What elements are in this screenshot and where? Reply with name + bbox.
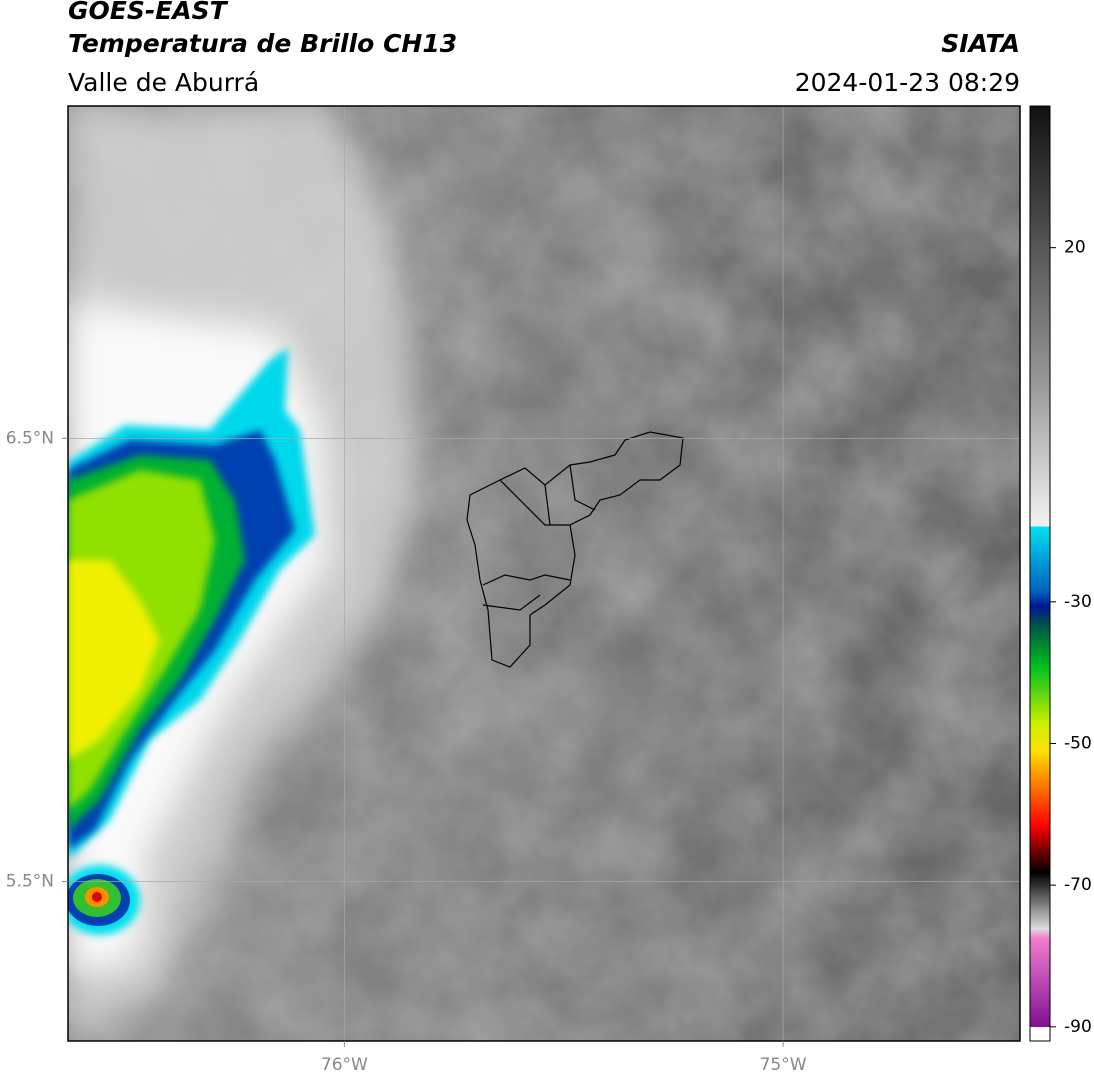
- title: GOES-EAST: [68, 0, 229, 25]
- y-tick-label: 5.5°N: [6, 871, 54, 891]
- colorbar-tick-label: 20: [1064, 238, 1086, 258]
- source: SIATA: [941, 29, 1020, 58]
- x-tick-label: 75°W: [760, 1055, 807, 1075]
- satellite-image: [68, 106, 1020, 1041]
- y-tick-label: 6.5°N: [6, 428, 54, 448]
- map-frame: [67, 105, 1021, 1042]
- colorbar-tick-label: -50: [1064, 734, 1092, 754]
- subtitle: Temperatura de Brillo CH13: [68, 29, 457, 58]
- x-tick-label: 76°W: [321, 1055, 368, 1075]
- colorbar-tick-label: -30: [1064, 592, 1092, 612]
- colorbar-tick-label: -90: [1064, 1017, 1092, 1037]
- timestamp: 2024-01-23 08:29: [795, 68, 1020, 97]
- colorbar: [1029, 105, 1051, 1042]
- colorbar-tick-label: -70: [1064, 875, 1092, 895]
- municipality-outline: [466, 431, 684, 668]
- grid: [68, 106, 1020, 1041]
- region: Valle de Aburrá: [68, 68, 259, 97]
